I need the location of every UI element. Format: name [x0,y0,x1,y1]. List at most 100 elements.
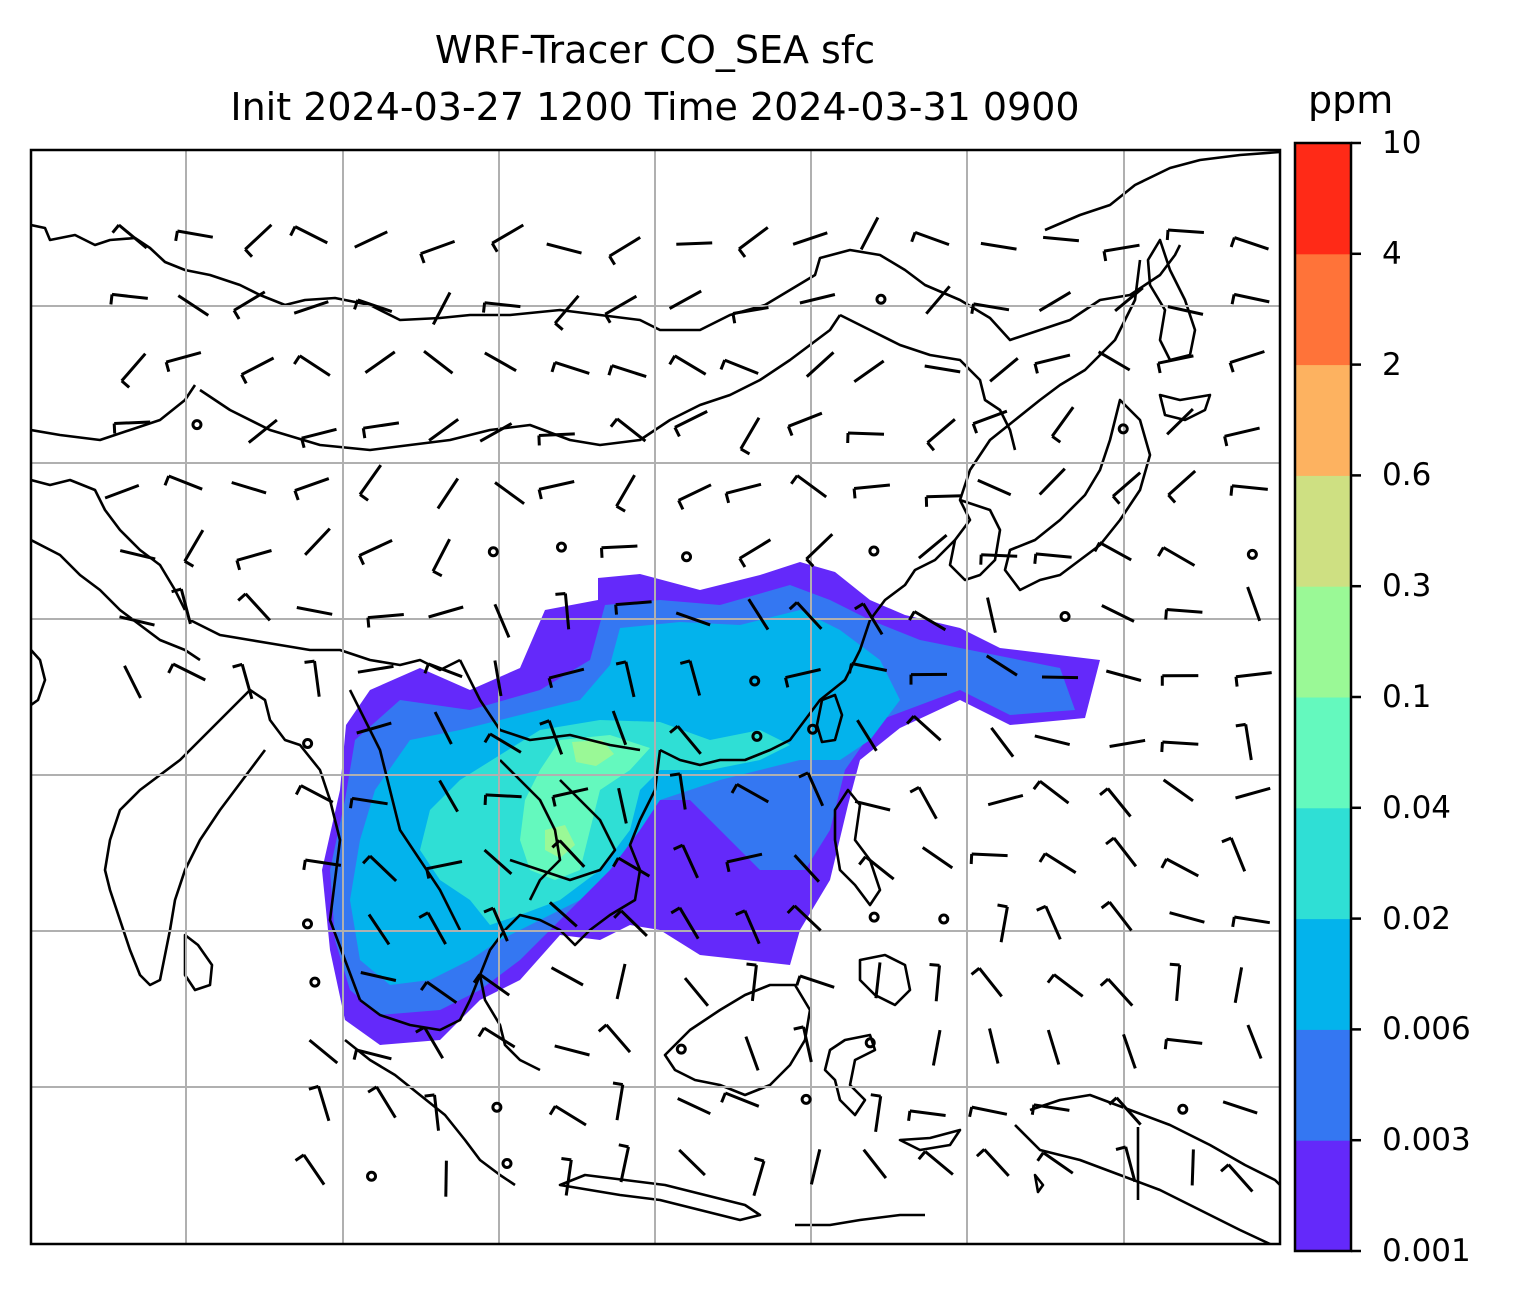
wind-barb [724,482,762,504]
colorbar-tick-label: 0.04 [1382,789,1452,826]
wind-barb [607,364,647,379]
colorbar-tick-label: 10 [1382,125,1422,161]
border-china-mongolia [199,314,842,452]
coastline-india [103,689,267,987]
wind-barb [484,351,517,373]
colorbar-tick-label: 0.003 [1382,1122,1471,1159]
wind-barb [924,494,963,507]
wind-barb [539,719,564,755]
wind-barb-calm [1177,1103,1189,1115]
wind-barb [747,598,770,631]
wind-barb [1221,836,1247,872]
wind-barb [683,977,710,1007]
wind-barb-calm [800,1093,812,1105]
wind-barb [669,772,687,810]
wind-barb [1169,962,1182,1002]
wind-barb [859,216,880,251]
wind-barb [550,360,590,375]
wind-barb [905,714,942,742]
wind-barb [1167,305,1204,316]
wind-barb [854,799,891,812]
colorbar-segment [1295,697,1351,809]
wind-barb [537,480,575,500]
wind-barb [1038,467,1066,496]
wind-barb [787,411,823,437]
wind-barb [362,854,398,882]
wind-barb-calm [366,1170,378,1182]
wind-barb [111,223,148,250]
border-china-south [458,659,641,752]
wind-barb [490,223,525,253]
wind-barb [360,971,397,982]
wind-barb [550,966,584,987]
wind-barb [1164,608,1203,620]
wind-barb [988,1028,1000,1064]
wind-barb [784,668,821,688]
border-laos-vietnam [499,759,562,901]
wind-barb [669,725,702,755]
wind-barb [171,587,192,625]
wind-barbs [104,216,1272,1197]
wind-barb [1042,235,1080,243]
wind-barb [367,913,391,946]
wind-barb [547,667,585,689]
wind-barb [608,236,641,266]
coastline-japan [1003,398,1152,592]
wind-barb [308,1084,331,1122]
wind-barb [790,474,828,499]
wind-barb [798,771,825,807]
wind-barb [1223,426,1260,447]
wind-barb [1036,904,1062,940]
wind-barb [977,478,1012,497]
wind-barb [537,432,575,446]
wind-barb [232,290,266,320]
wind-barb [289,225,328,245]
colorbar-tick-label: 0.3 [1382,568,1432,605]
colorbar-segment [1295,1140,1351,1252]
wind-barb [615,474,636,513]
wind-barb [1105,669,1142,682]
wind-barb [419,980,458,1004]
wind-barb [483,906,509,942]
wind-barb [356,721,392,735]
colorbar-tick-label: 0.02 [1382,900,1452,937]
colorbar-unit-label: ppm [1308,78,1394,122]
wind-barb [431,538,451,578]
wind-barb [415,1025,444,1060]
wind-barb [1099,977,1134,1007]
wind-barb [428,418,460,442]
wind-barb [678,1148,706,1177]
wind-barb [1160,740,1199,753]
wind-barb-calm [487,546,499,558]
colorbar-segment [1295,253,1351,366]
wind-barb [1109,738,1146,748]
colorbar-segment [1295,807,1351,920]
wind-barb [237,592,272,622]
wind-barb [366,613,404,628]
colorbar-tick-label: 0.006 [1382,1011,1471,1048]
wind-barb [611,710,628,746]
wind-barb [1100,900,1133,932]
wind-barb [1162,778,1194,803]
wind-barb [483,732,522,754]
coastline-sumatra [344,1038,516,1187]
wind-barb [109,292,148,305]
wind-barb [668,289,702,310]
wind-barb [731,306,769,324]
wind-barb [848,662,888,674]
wind-barb [1030,1103,1070,1115]
wind-barb [617,787,628,824]
wind-barb [482,301,521,313]
wind-barb [609,417,647,443]
wind-barb [1115,1145,1137,1183]
wind-barb [986,597,997,634]
coastline-luzon [833,788,882,907]
wind-barb [615,963,627,1000]
wind-barb [725,852,763,873]
wind-barb [423,350,454,375]
wind-barb [908,610,947,632]
wind-barb [294,1153,326,1186]
wind-barb [805,533,834,568]
wind-barb [240,356,275,385]
wind-barb [1165,228,1205,241]
